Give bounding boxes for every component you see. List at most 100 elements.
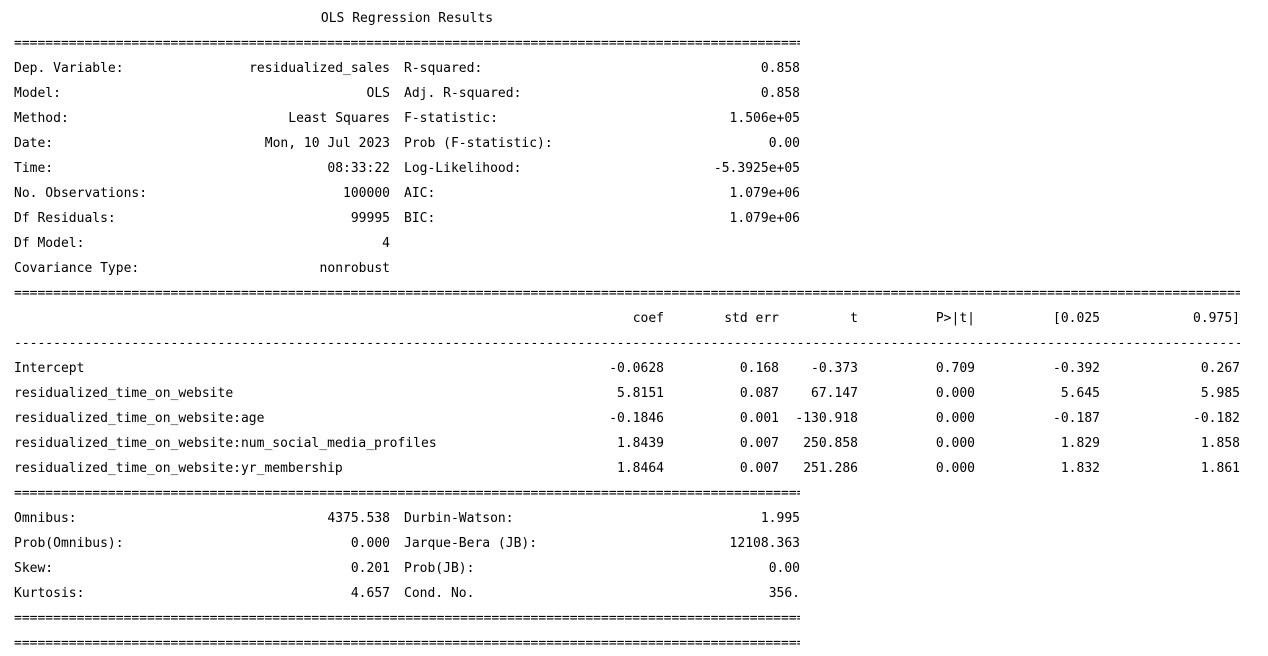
coef-row: residualized_time_on_website:age -0.1846… xyxy=(14,406,1240,431)
summary-value: 100000 xyxy=(343,186,390,201)
summary-pair: Prob (F-statistic): 0.00 xyxy=(404,131,800,156)
summary-pair: Method: Least Squares xyxy=(14,106,390,131)
summary-value: 99995 xyxy=(350,211,390,226)
separator-line: ========================================… xyxy=(14,636,800,651)
summary-value: Least Squares xyxy=(288,111,390,126)
summary-pair: Log-Likelihood: -5.3925e+05 xyxy=(404,156,800,181)
summary-row: Model: OLS Adj. R-squared: 0.858 xyxy=(14,81,800,106)
summary-pair: Dep. Variable: residualized_sales xyxy=(14,56,390,81)
summary-value: 1.079e+06 xyxy=(729,211,800,226)
ci-high-value: 0.267 xyxy=(1200,361,1240,376)
summary-label: Time: xyxy=(14,161,54,176)
ci-high-value: 5.985 xyxy=(1200,386,1240,401)
summary-row: Time: 08:33:22 Log-Likelihood: -5.3925e+05 xyxy=(14,156,800,181)
coef-value: 1.8439 xyxy=(617,436,664,451)
diagnostic-value: 1.995 xyxy=(760,511,800,526)
summary-pair: BIC: 1.079e+06 xyxy=(404,206,800,231)
std-err-value: 0.001 xyxy=(739,411,779,426)
coef-value: 5.8151 xyxy=(617,386,664,401)
summary-pair: Adj. R-squared: 0.858 xyxy=(404,81,800,106)
ci-high-value: 1.858 xyxy=(1200,436,1240,451)
summary-value: 1.079e+06 xyxy=(729,186,800,201)
diagnostic-row: Skew: 0.201 Prob(JB): 0.00 xyxy=(14,556,800,581)
summary-row: Dep. Variable: residualized_sales R-squar… xyxy=(14,56,800,81)
t-value: -130.918 xyxy=(795,411,858,426)
ci-high-value: 1.861 xyxy=(1200,461,1240,476)
summary-pair: R-squared: 0.858 xyxy=(404,56,800,81)
diagnostic-value: 356. xyxy=(768,586,800,601)
summary-label: Log-Likelihood: xyxy=(404,161,522,176)
coef-row: residualized_time_on_website 5.8151 0.08… xyxy=(14,381,1240,406)
diagnostic-label: Kurtosis: xyxy=(14,586,85,601)
diagnostic-pair: Cond. No. 356. xyxy=(404,581,800,606)
diagnostic-pair: Jarque-Bera (JB): 12108.363 xyxy=(404,531,800,556)
p-value: 0.000 xyxy=(935,461,975,476)
diagnostic-label: Prob(Omnibus): xyxy=(14,536,124,551)
summary-label: AIC: xyxy=(404,186,436,201)
summary-value: 0.858 xyxy=(760,61,800,76)
std-err-value: 0.007 xyxy=(739,436,779,451)
coef-header-t: t xyxy=(850,311,858,326)
summary-pair xyxy=(404,256,800,281)
std-err-value: 0.087 xyxy=(739,386,779,401)
std-err-value: 0.007 xyxy=(739,461,779,476)
summary-pair: Time: 08:33:22 xyxy=(14,156,390,181)
p-value: 0.000 xyxy=(935,436,975,451)
diagnostic-value: 0.201 xyxy=(350,561,390,576)
summary-row: Df Residuals: 99995 BIC: 1.079e+06 xyxy=(14,206,800,231)
summary-label: F-statistic: xyxy=(404,111,498,126)
t-value: 250.858 xyxy=(803,436,858,451)
diagnostic-pair: Omnibus: 4375.538 xyxy=(14,506,390,531)
diagnostic-pair: Prob(JB): 0.00 xyxy=(404,556,800,581)
summary-pair: Covariance Type: nonrobust xyxy=(14,256,390,281)
diagnostic-pair: Prob(Omnibus): 0.000 xyxy=(14,531,390,556)
coef-row: residualized_time_on_website:num_social_… xyxy=(14,431,1240,456)
t-value: -0.373 xyxy=(811,361,858,376)
separator-line: ========================================… xyxy=(14,611,800,626)
std-err-value: 0.168 xyxy=(739,361,779,376)
diagnostic-value: 0.00 xyxy=(768,561,800,576)
summary-value: 1.506e+05 xyxy=(729,111,800,126)
p-value: 0.000 xyxy=(935,411,975,426)
summary-row: Df Model: 4 xyxy=(14,231,800,256)
diagnostic-value: 12108.363 xyxy=(729,536,800,551)
coef-variable-name: residualized_time_on_website:yr_membersh… xyxy=(14,461,343,476)
summary-label: Method: xyxy=(14,111,69,126)
diagnostic-pair: Kurtosis: 4.657 xyxy=(14,581,390,606)
summary-label: Df Residuals: xyxy=(14,211,116,226)
summary-pair: F-statistic: 1.506e+05 xyxy=(404,106,800,131)
summary-label: Prob (F-statistic): xyxy=(404,136,553,151)
summary-pair: Date: Mon, 10 Jul 2023 xyxy=(14,131,390,156)
summary-pair: Df Residuals: 99995 xyxy=(14,206,390,231)
coef-header-empty xyxy=(14,306,559,331)
summary-row: Method: Least Squares F-statistic: 1.506e+… xyxy=(14,106,800,131)
coef-value: 1.8464 xyxy=(617,461,664,476)
summary-value: -5.3925e+05 xyxy=(713,161,800,176)
coef-header-p: P>|t| xyxy=(935,311,975,326)
summary-pair xyxy=(404,231,800,256)
summary-row: Covariance Type: nonrobust xyxy=(14,256,800,281)
coef-header-coef: coef xyxy=(632,311,664,326)
summary-pair: Df Model: 4 xyxy=(14,231,390,256)
separator-line: ========================================… xyxy=(14,486,800,501)
coef-row: residualized_time_on_website:yr_membersh… xyxy=(14,456,1240,481)
diagnostic-value: 4375.538 xyxy=(327,511,390,526)
separator-line: ========================================… xyxy=(14,286,1240,301)
coef-row: Intercept -0.0628 0.168 -0.373 0.709 -0.… xyxy=(14,356,1240,381)
summary-label: R-squared: xyxy=(404,61,483,76)
summary-value: 0.858 xyxy=(760,86,800,101)
summary-value: 0.00 xyxy=(768,136,800,151)
coef-variable-name: residualized_time_on_website:age xyxy=(14,411,265,426)
summary-row: No. Observations: 100000 AIC: 1.079e+06 xyxy=(14,181,800,206)
summary-label: Dep. Variable: xyxy=(14,61,124,76)
ci-low-value: -0.187 xyxy=(1053,411,1100,426)
diagnostic-row: Prob(Omnibus): 0.000 Jarque-Bera (JB): 121… xyxy=(14,531,800,556)
coef-value: -0.0628 xyxy=(609,361,664,376)
ci-low-value: 5.645 xyxy=(1060,386,1100,401)
coef-header-ci-low: [0.025 xyxy=(1053,311,1100,326)
diagnostic-value: 4.657 xyxy=(350,586,390,601)
coef-header-row: coef std err t P>|t| [0.025 0.975] xyxy=(14,306,1240,331)
diagnostic-label: Jarque-Bera (JB): xyxy=(404,536,538,551)
p-value: 0.709 xyxy=(935,361,975,376)
